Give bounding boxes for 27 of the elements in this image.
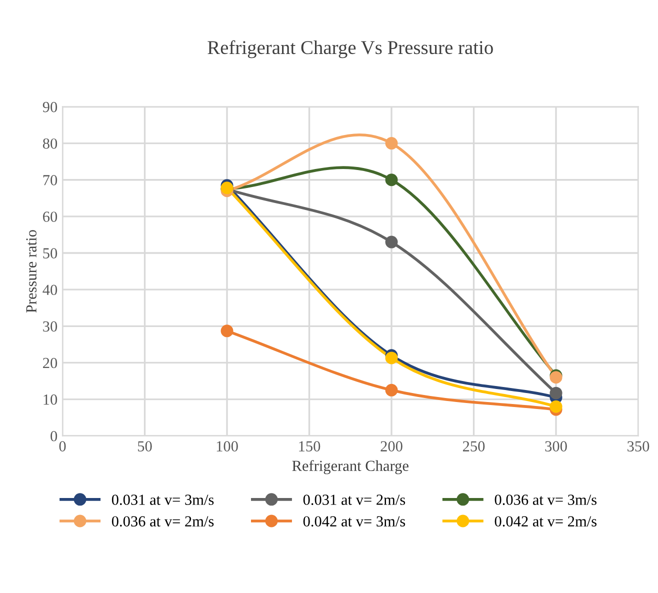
y-tick-label: 20 [43,358,58,368]
chart-title: Refrigerant Charge Vs Pressure ratio [208,40,493,58]
y-tick-label: 0 [50,430,58,442]
x-tick-label: 150 [299,441,320,452]
y-tick-label: 10 [44,394,58,405]
x-tick-label: 350 [628,441,650,452]
x-tick-label: 250 [462,441,485,452]
y-tick-label: 40 [42,284,58,296]
y-tick-label: 60 [43,212,58,222]
x-tick-label: 50 [138,441,152,452]
legend-label: 0.042 at v= 3m/s [303,516,406,527]
x-tick-label: 300 [545,441,567,452]
y-tick-label: 30 [43,321,58,332]
x-axis-title: Refrigerant Charge [292,460,408,474]
y-tick-label: 70 [43,175,58,186]
legend-label: 0.036 at v= 2m/s [112,516,214,527]
x-tick-label: 100 [216,441,238,452]
y-tick-label: 90 [42,102,58,112]
legend-label: 0.031 at v= 2m/s [303,494,406,505]
legend-label: 0.036 at v= 3m/s [494,494,597,505]
x-tick-label: 0 [59,441,66,452]
y-tick-label: 50 [43,248,58,258]
y-tick-label: 80 [42,138,58,149]
x-tick-label: 200 [380,441,402,452]
legend-label: 0.031 at v= 3m/s [112,494,214,505]
legend-label: 0.042 at v= 2m/s [494,516,597,527]
y-axis-title: Pressure ratio [26,230,36,313]
